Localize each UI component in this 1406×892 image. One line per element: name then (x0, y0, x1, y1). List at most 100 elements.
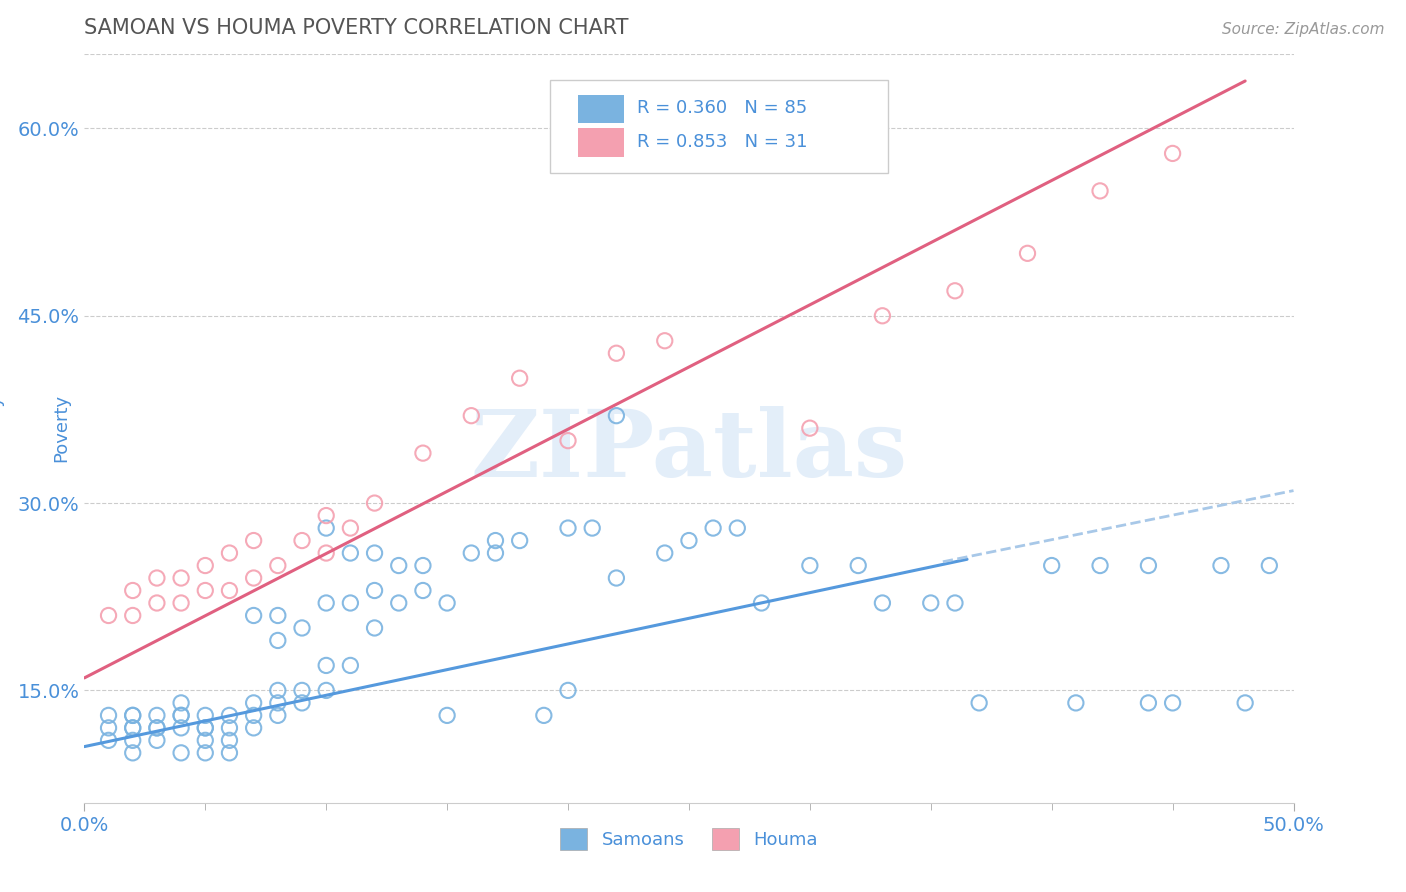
Point (242, 571, 264, 585)
Point (339, 658, 361, 673)
Point (242, 696, 264, 710)
Point (1064, 696, 1087, 710)
Point (484, 533, 506, 548)
Point (218, 733, 240, 747)
Point (146, 733, 169, 747)
Point (484, 546, 506, 560)
Point (1137, 696, 1160, 710)
Point (799, 558, 821, 573)
Point (581, 521, 603, 535)
Point (218, 746, 240, 760)
Point (146, 708, 169, 723)
Point (605, 571, 627, 585)
Point (339, 546, 361, 560)
Point (509, 371, 531, 385)
Point (121, 746, 143, 760)
Point (121, 608, 143, 623)
Point (146, 596, 169, 610)
Point (920, 596, 942, 610)
Point (194, 583, 217, 598)
Point (194, 746, 217, 760)
Point (557, 683, 579, 698)
FancyBboxPatch shape (578, 95, 624, 123)
Point (654, 334, 676, 348)
Y-axis label: Poverty: Poverty (52, 394, 70, 462)
Point (194, 558, 217, 573)
Point (121, 708, 143, 723)
Point (605, 346, 627, 360)
Point (218, 721, 240, 735)
Point (315, 683, 337, 698)
Point (388, 558, 411, 573)
Point (1209, 558, 1232, 573)
Point (170, 708, 193, 723)
Point (533, 708, 555, 723)
Point (1234, 696, 1257, 710)
Point (315, 546, 337, 560)
Point (291, 621, 314, 635)
Point (170, 571, 193, 585)
Point (751, 596, 773, 610)
Point (605, 409, 627, 423)
Point (872, 309, 894, 323)
Point (242, 721, 264, 735)
Point (339, 596, 361, 610)
Text: SAMOAN VS HOUMA POVERTY CORRELATION CHART: SAMOAN VS HOUMA POVERTY CORRELATION CHAR… (84, 18, 628, 38)
Point (242, 608, 264, 623)
Point (1088, 184, 1111, 198)
Point (97, 733, 120, 747)
Point (121, 583, 143, 598)
Point (97, 608, 120, 623)
Point (557, 521, 579, 535)
Point (846, 558, 869, 573)
Point (121, 708, 143, 723)
Point (170, 746, 193, 760)
Point (267, 683, 290, 698)
Point (242, 708, 264, 723)
Point (339, 521, 361, 535)
Point (170, 596, 193, 610)
Point (194, 721, 217, 735)
Point (460, 546, 482, 560)
Point (315, 596, 337, 610)
Point (267, 696, 290, 710)
FancyBboxPatch shape (578, 128, 624, 157)
Point (194, 708, 217, 723)
Point (509, 533, 531, 548)
Y-axis label: Poverty: Poverty (0, 394, 4, 462)
Point (436, 708, 458, 723)
Point (872, 596, 894, 610)
Point (194, 733, 217, 747)
Point (146, 571, 169, 585)
Point (460, 409, 482, 423)
Point (412, 583, 434, 598)
Point (363, 583, 385, 598)
Point (291, 533, 314, 548)
Point (146, 721, 169, 735)
Point (967, 696, 990, 710)
Point (363, 496, 385, 510)
Point (654, 546, 676, 560)
Point (943, 284, 966, 298)
Point (291, 696, 314, 710)
Point (267, 558, 290, 573)
Point (725, 521, 748, 535)
Point (412, 446, 434, 460)
Point (267, 608, 290, 623)
Point (557, 434, 579, 448)
Point (97, 708, 120, 723)
Text: R = 0.360   N = 85: R = 0.360 N = 85 (637, 99, 807, 117)
Point (315, 658, 337, 673)
Point (1137, 558, 1160, 573)
Text: ZIPatlas: ZIPatlas (471, 406, 907, 496)
Point (436, 596, 458, 610)
Point (267, 633, 290, 648)
Point (1017, 246, 1039, 260)
Point (799, 421, 821, 435)
Point (97, 721, 120, 735)
Point (315, 508, 337, 523)
Point (146, 721, 169, 735)
Point (388, 596, 411, 610)
Point (194, 721, 217, 735)
Point (170, 721, 193, 735)
